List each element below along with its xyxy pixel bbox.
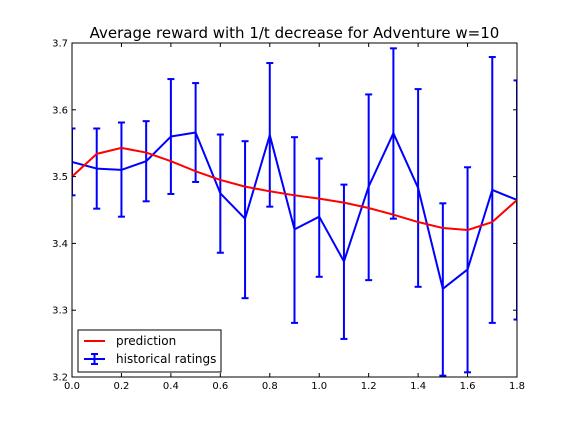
legend-prediction-label: prediction: [116, 334, 176, 348]
x-tick-label: 1.2: [361, 381, 377, 392]
y-tick-label: 3.7: [52, 39, 68, 50]
y-tick-label: 3.5: [52, 172, 68, 183]
y-tick-label: 3.3: [52, 306, 68, 317]
plot-frame: [71, 42, 518, 378]
x-tick-label: 0.8: [262, 381, 278, 392]
x-tick-label: 1.6: [460, 381, 476, 392]
error-bar: [72, 127, 76, 197]
prediction-line: [72, 146, 517, 232]
x-tick-label: 1.8: [509, 381, 525, 392]
x-tick-label: 0.4: [163, 381, 179, 392]
y-tick-label: 3.6: [52, 105, 68, 116]
legend-box: [77, 329, 222, 373]
series-historical-ratings: [72, 47, 517, 377]
legend-historical-swatch: [84, 353, 105, 365]
x-tick-label: 0.0: [64, 381, 80, 392]
x-tick-label: 0.6: [212, 381, 228, 392]
y-tick-label: 3.2: [52, 373, 68, 384]
x-tick-label: 1.0: [311, 381, 327, 392]
x-tick-label: 0.2: [113, 381, 129, 392]
chart-title: Average reward with 1/t decrease for Adv…: [90, 24, 500, 42]
legend-historical-label: historical ratings: [116, 352, 216, 366]
error-bar: [241, 140, 249, 300]
error-bar: [513, 79, 517, 321]
x-tick-label: 1.4: [410, 381, 426, 392]
historical-ratings-line: [72, 131, 517, 290]
legend: prediction historical ratings: [77, 329, 222, 373]
y-tick-label: 3.4: [52, 239, 68, 250]
